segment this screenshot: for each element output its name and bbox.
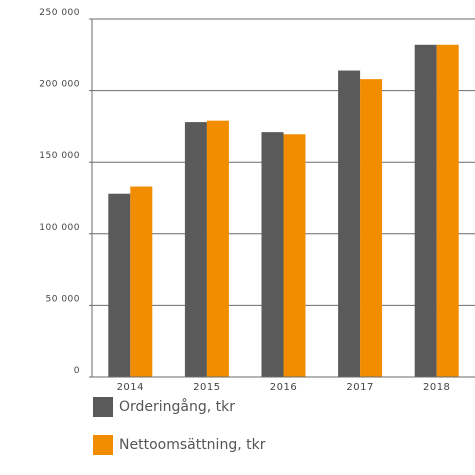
legend-swatch-nettoomsattning xyxy=(93,435,113,455)
y-tick-label: 200 000 xyxy=(39,80,80,90)
bar-orderingang-2016 xyxy=(261,132,284,377)
legend-label-nettoomsattning: Nettoomsättning, tkr xyxy=(119,437,266,453)
y-tick-label: 150 000 xyxy=(39,151,80,161)
bar-nettoomsattning-2017 xyxy=(360,79,383,378)
bars xyxy=(108,44,459,378)
bar-nettoomsattning-2016 xyxy=(283,134,306,377)
y-tick-label: 0 xyxy=(74,366,80,376)
x-tick-label: 2017 xyxy=(346,382,373,393)
x-tick-labels: 2014 2015 2016 2017 2018 xyxy=(117,382,450,393)
x-tick-label: 2018 xyxy=(423,382,450,393)
x-tick-label: 2014 xyxy=(117,382,144,393)
y-tick-label: 50 000 xyxy=(46,294,81,304)
x-tick-label: 2016 xyxy=(270,382,297,393)
x-tick-label: 2015 xyxy=(193,382,220,393)
bar-orderingang-2015 xyxy=(184,122,207,377)
legend-label-orderingang: Orderingång, tkr xyxy=(119,399,236,415)
y-tick-label: 100 000 xyxy=(39,223,80,233)
axes xyxy=(89,18,475,378)
legend-swatch-orderingang xyxy=(93,397,113,417)
y-tick-label: 250 000 xyxy=(39,8,80,18)
bar-nettoomsattning-2014 xyxy=(130,186,153,377)
bar-orderingang-2017 xyxy=(338,70,361,377)
legend-item-orderingang: Orderingång, tkr xyxy=(93,397,265,417)
legend-item-nettoomsattning: Nettoomsättning, tkr xyxy=(93,435,265,455)
bar-nettoomsattning-2018 xyxy=(436,44,459,377)
y-tick-labels: 0 50 000 100 000 150 000 200 000 250 000 xyxy=(39,8,81,376)
bar-orderingang-2018 xyxy=(414,44,437,377)
bar-orderingang-2014 xyxy=(108,193,131,377)
bar-nettoomsattning-2015 xyxy=(206,120,229,377)
legend: Orderingång, tkr Nettoomsättning, tkr xyxy=(93,397,265,473)
